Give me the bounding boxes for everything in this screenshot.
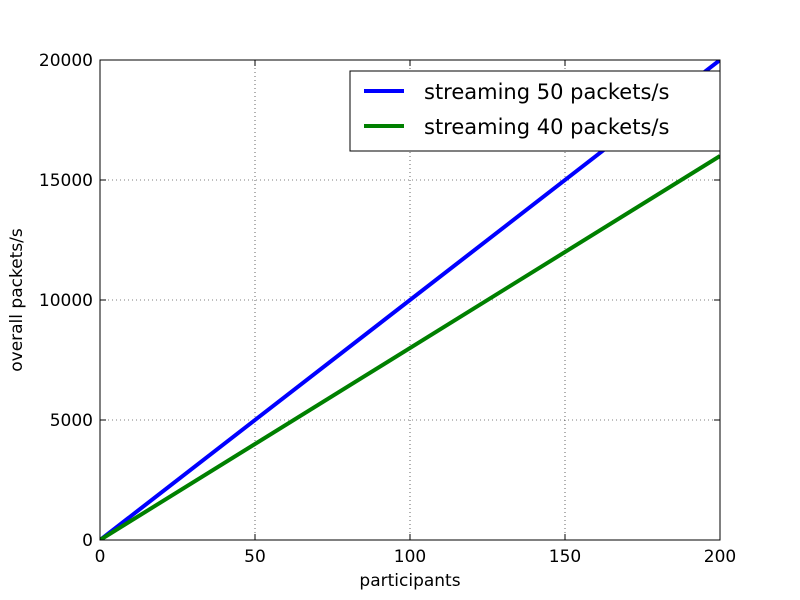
- tick-label-layer: 0 50 100 150 200 0 5000 10000 15000 20000: [39, 51, 736, 567]
- y-tick-label: 10000: [39, 291, 93, 311]
- legend-box: [349, 70, 721, 152]
- plot-frame: [99, 59, 721, 541]
- y-tick-label: 20000: [39, 51, 93, 71]
- legend: streaming 50 packets/s streaming 40 packe…: [349, 70, 721, 152]
- y-tick-label: 5000: [50, 411, 93, 431]
- x-tick-label: 200: [704, 547, 736, 567]
- legend-label: streaming 40 packets/s: [424, 115, 669, 139]
- y-tick-label: 15000: [39, 171, 93, 191]
- y-tick-label: 0: [82, 531, 93, 551]
- series-line-2: [100, 154, 720, 540]
- x-tick-label: 150: [549, 547, 581, 567]
- x-tick-label: 50: [244, 547, 266, 567]
- y-axis-label: overall packets/s: [7, 228, 27, 372]
- x-axis-label: participants: [359, 571, 460, 591]
- legend-label: streaming 50 packets/s: [424, 80, 669, 104]
- x-tick-label: 0: [95, 547, 106, 567]
- x-tick-label: 100: [394, 547, 426, 567]
